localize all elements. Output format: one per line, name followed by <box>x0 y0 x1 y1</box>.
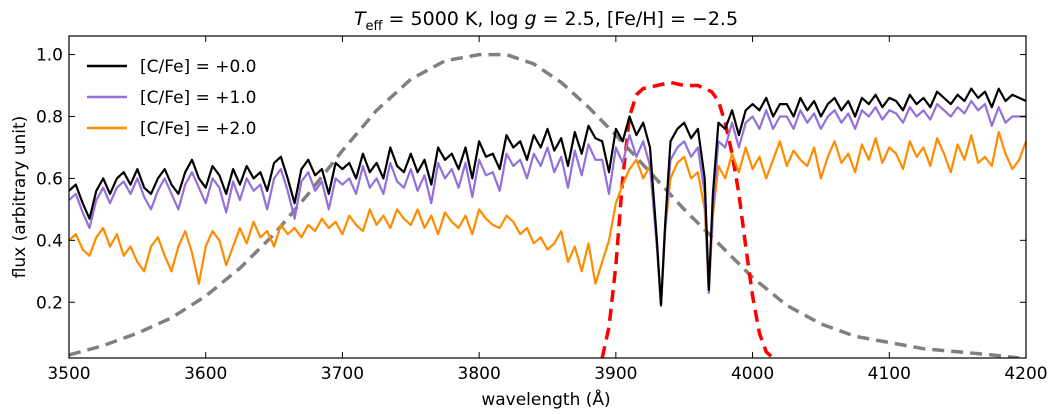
title-teff-subscript: eff <box>366 19 384 34</box>
x-tick-label-7: 4200 <box>1004 364 1047 384</box>
y-tick-label-3: 0.8 <box>36 108 63 128</box>
title-logg-prefix: log <box>489 8 524 30</box>
series-line-2 <box>69 130 1026 307</box>
x-tick-label-5: 4000 <box>731 364 774 384</box>
title-logg-symbol: g <box>524 8 536 30</box>
title-teff-symbol: T <box>354 8 367 30</box>
plot-frame <box>68 35 1027 359</box>
series-layer <box>69 52 1026 358</box>
y-tick-label-1: 0.4 <box>36 231 63 251</box>
chart-title: Teff = 5000 K, log g = 2.5, [Fe/H] = −2.… <box>354 8 738 34</box>
x-tick-label-6: 4100 <box>868 364 911 384</box>
title-logg-value: = 2.5, [Fe/H] = −2.5 <box>537 8 739 30</box>
legend-label-0: [C/Fe] = +0.0 <box>140 57 257 77</box>
x-tick-label-4: 3900 <box>594 364 637 384</box>
series-line-1 <box>69 99 1026 307</box>
y-tick-label-2: 0.6 <box>36 169 63 189</box>
series-line-3 <box>69 52 1020 358</box>
legend: [C/Fe] = +0.0 [C/Fe] = +1.0 [C/Fe] = +2.0 <box>87 57 257 139</box>
ticks-layer: 3500 3600 3700 3800 3900 4000 4100 4200 0.2 0.4 0.… <box>36 36 1048 384</box>
legend-label-2: [C/Fe] = +2.0 <box>140 119 257 139</box>
x-tick-label-0: 3500 <box>47 364 90 384</box>
x-tick-label-3: 3800 <box>458 364 501 384</box>
series-line-0 <box>69 87 1026 307</box>
y-axis-title: flux (arbitrary unit) <box>10 116 30 279</box>
legend-label-1: [C/Fe] = +1.0 <box>140 88 257 108</box>
plot-area <box>69 52 1026 358</box>
x-tick-label-2: 3700 <box>321 364 364 384</box>
y-tick-label-0: 0.2 <box>36 293 63 313</box>
x-tick-label-1: 3600 <box>184 364 227 384</box>
title-teff-value: = 5000 K, <box>383 8 490 30</box>
y-tick-label-4: 1.0 <box>36 46 63 66</box>
x-axis-title: wavelength (Å) <box>481 388 610 410</box>
